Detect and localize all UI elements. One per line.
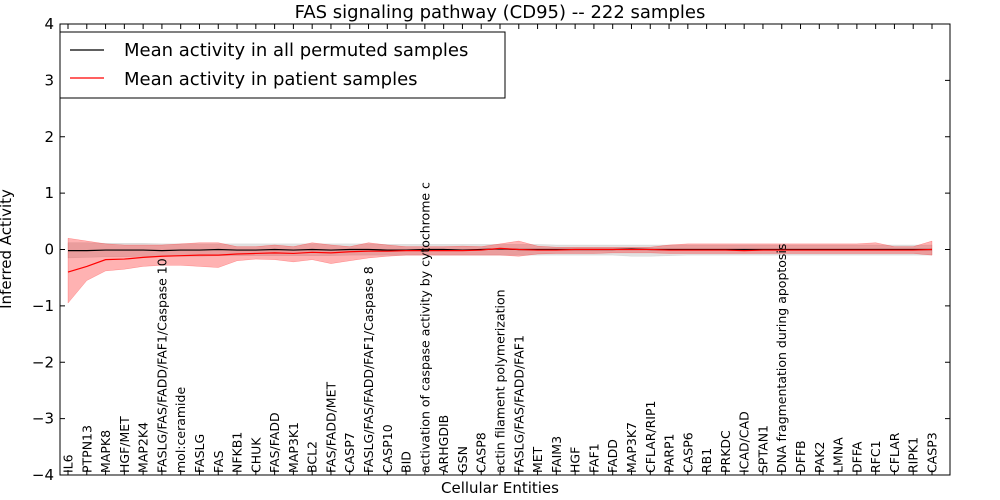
x-tick-label: BCL2 <box>305 441 320 473</box>
chart-title: FAS signaling pathway (CD95) -- 222 samp… <box>295 2 706 23</box>
x-tick-label: PARP1 <box>662 434 677 473</box>
x-tick-label: NFKB1 <box>230 432 245 473</box>
confidence-bands <box>67 237 933 304</box>
x-tick-label: FADD <box>605 439 620 473</box>
x-tick-label: FASLG/FAS/FADD/FAF1/Caspase 10 <box>154 258 169 473</box>
x-tick-label: CASP7 <box>342 432 357 473</box>
y-tick-label: 2 <box>44 128 54 146</box>
x-tick-label: FAIM3 <box>549 436 564 473</box>
x-tick-label: CASP6 <box>680 432 695 473</box>
y-tick-label: 4 <box>44 15 54 33</box>
y-tick-label: 3 <box>44 71 54 89</box>
x-tick-label: FASLG/FAS/FADD/FAF1/Caspase 8 <box>361 266 376 473</box>
x-tick-label: PTPN13 <box>79 425 94 473</box>
x-tick-label: mol:ceramide <box>173 387 188 473</box>
x-tick-label: RFC1 <box>868 440 883 473</box>
x-tick-label: DFFA <box>849 441 864 473</box>
legend-box <box>59 31 506 99</box>
x-tick-label: FAF1 <box>586 443 601 473</box>
x-tick-label: FAS <box>211 450 226 473</box>
x-tick-label: MAPK8 <box>98 430 113 473</box>
x-tick-label: RB1 <box>699 448 714 473</box>
x-tick-label: SPTAN1 <box>755 425 770 473</box>
x-tick-label: CHUK <box>248 437 263 473</box>
x-tick-label: CASP3 <box>925 432 940 473</box>
x-tick-label: HGF/MET <box>117 416 132 473</box>
x-tick-label: FASLG <box>192 434 207 473</box>
x-tick-label: CFLAR/RIP1 <box>643 401 658 473</box>
x-tick-label: IL6 <box>61 454 76 473</box>
x-tick-label: PRKDC <box>718 430 733 473</box>
x-tick-label: activation of caspase activity by cytoch… <box>417 182 432 473</box>
legend-entry-patient: Mean activity in patient samples <box>124 69 418 90</box>
x-tick-label: RIPK1 <box>906 437 921 473</box>
x-tick-label: MAP3K1 <box>286 422 301 473</box>
x-tick-label: MAP3K7 <box>624 422 639 473</box>
band-series-1 <box>67 237 933 304</box>
x-tick-label: MAP2K4 <box>136 422 151 473</box>
y-tick-label: −4 <box>32 466 54 484</box>
x-tick-label: GSN <box>455 446 470 473</box>
y-axis: −4 −3 −2 −1 0 1 2 3 4 <box>32 15 950 484</box>
x-tick-label: BID <box>399 451 414 473</box>
legend-entry-permuted: Mean activity in all permuted samples <box>124 40 468 61</box>
y-axis-label: Inferred Activity <box>0 189 15 309</box>
y-tick-label: −3 <box>32 410 54 428</box>
x-tick-label: FAS/FADD/MET <box>323 382 338 473</box>
y-tick-label: 1 <box>44 184 54 202</box>
line-series-1 <box>67 247 933 273</box>
x-tick-label: LMNA <box>831 437 846 473</box>
x-tick-label: actin filament polymerization <box>493 289 508 473</box>
x-tick-label: ICAD/CAD <box>737 411 752 473</box>
x-tick-label: ARHGDIB <box>436 415 451 473</box>
x-tick-label: MET <box>530 446 545 473</box>
x-tick-label: PAK2 <box>812 442 827 473</box>
x-tick-label: FAS/FADD <box>267 412 282 473</box>
x-tick-label: CASP8 <box>474 432 489 473</box>
series-lines <box>67 247 933 273</box>
x-tick-label: CFLAR <box>887 432 902 473</box>
y-tick-label: −1 <box>32 297 54 315</box>
x-axis: IL6 PTPN13 MAPK8 HGF/MET MAP2K4 FASLG/FAS/FAD… <box>61 24 940 475</box>
x-tick-label: DFFB <box>793 440 808 473</box>
legend: Mean activity in all permuted samples Me… <box>59 31 506 99</box>
x-tick-label: HGF <box>568 447 583 473</box>
x-tick-label: CASP10 <box>380 424 395 473</box>
y-tick-label: −2 <box>32 353 54 371</box>
x-tick-label: FASLG/FAS/FADD/FAF1 <box>511 335 526 473</box>
y-tick-label: 0 <box>44 241 54 259</box>
x-tick-label: DNA fragmentation during apoptosis <box>774 244 789 473</box>
x-axis-label: Cellular Entities <box>441 479 559 497</box>
band-series-0 <box>67 242 933 259</box>
